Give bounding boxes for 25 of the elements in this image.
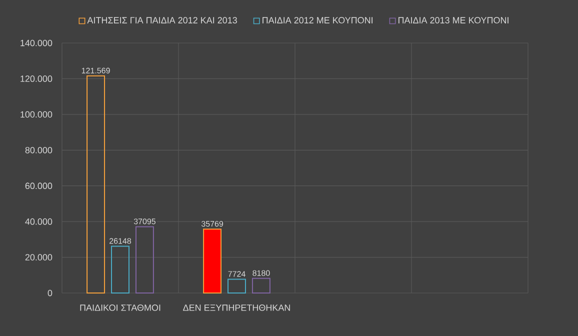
legend-label: ΑΙΤΗΣΕΙΣ ΓΙΑ ΠΑΙΔΙΑ 2012 ΚΑΙ 2013 (87, 17, 237, 24)
bar (111, 246, 130, 294)
data-label: 37095 (134, 218, 156, 224)
data-label: 8180 (252, 270, 270, 276)
x-tick-label: ΔΕΝ ΕΞΥΠΗΡΕΤΗΘΗΚΑΝ (183, 304, 290, 311)
x-tick-label: ΠΑΙΔΙΚΟΙ ΣΤΑΘΜΟΙ (80, 304, 160, 311)
bar (203, 228, 222, 294)
y-tick-label: 140.000 (20, 40, 52, 46)
y-tick-label: 20.000 (25, 254, 52, 260)
y-tick-label: 80.000 (25, 146, 52, 154)
y-tick-label: 0 (48, 290, 52, 296)
y-tick-label: 40.000 (25, 218, 52, 225)
bar (86, 75, 106, 294)
data-label: 35769 (201, 220, 224, 227)
data-label: 121.569 (82, 68, 110, 74)
y-tick-label: 100.000 (20, 111, 52, 118)
y-tick-label: 60.000 (25, 182, 52, 190)
data-label: 7724 (228, 271, 246, 277)
y-tick-label: 120.000 (20, 76, 52, 82)
bar (135, 226, 154, 294)
bar (252, 278, 270, 294)
data-label: 26148 (110, 238, 132, 244)
legend-label: ΠΑΙΔΙΑ 2013 ΜΕ ΚΟΥΠΟΝΙ (398, 17, 508, 24)
bar (228, 278, 246, 294)
legend-label: ΠΑΙΔΙΑ 2012 ΜΕ ΚΟΥΠΟΝΙ (262, 17, 372, 24)
